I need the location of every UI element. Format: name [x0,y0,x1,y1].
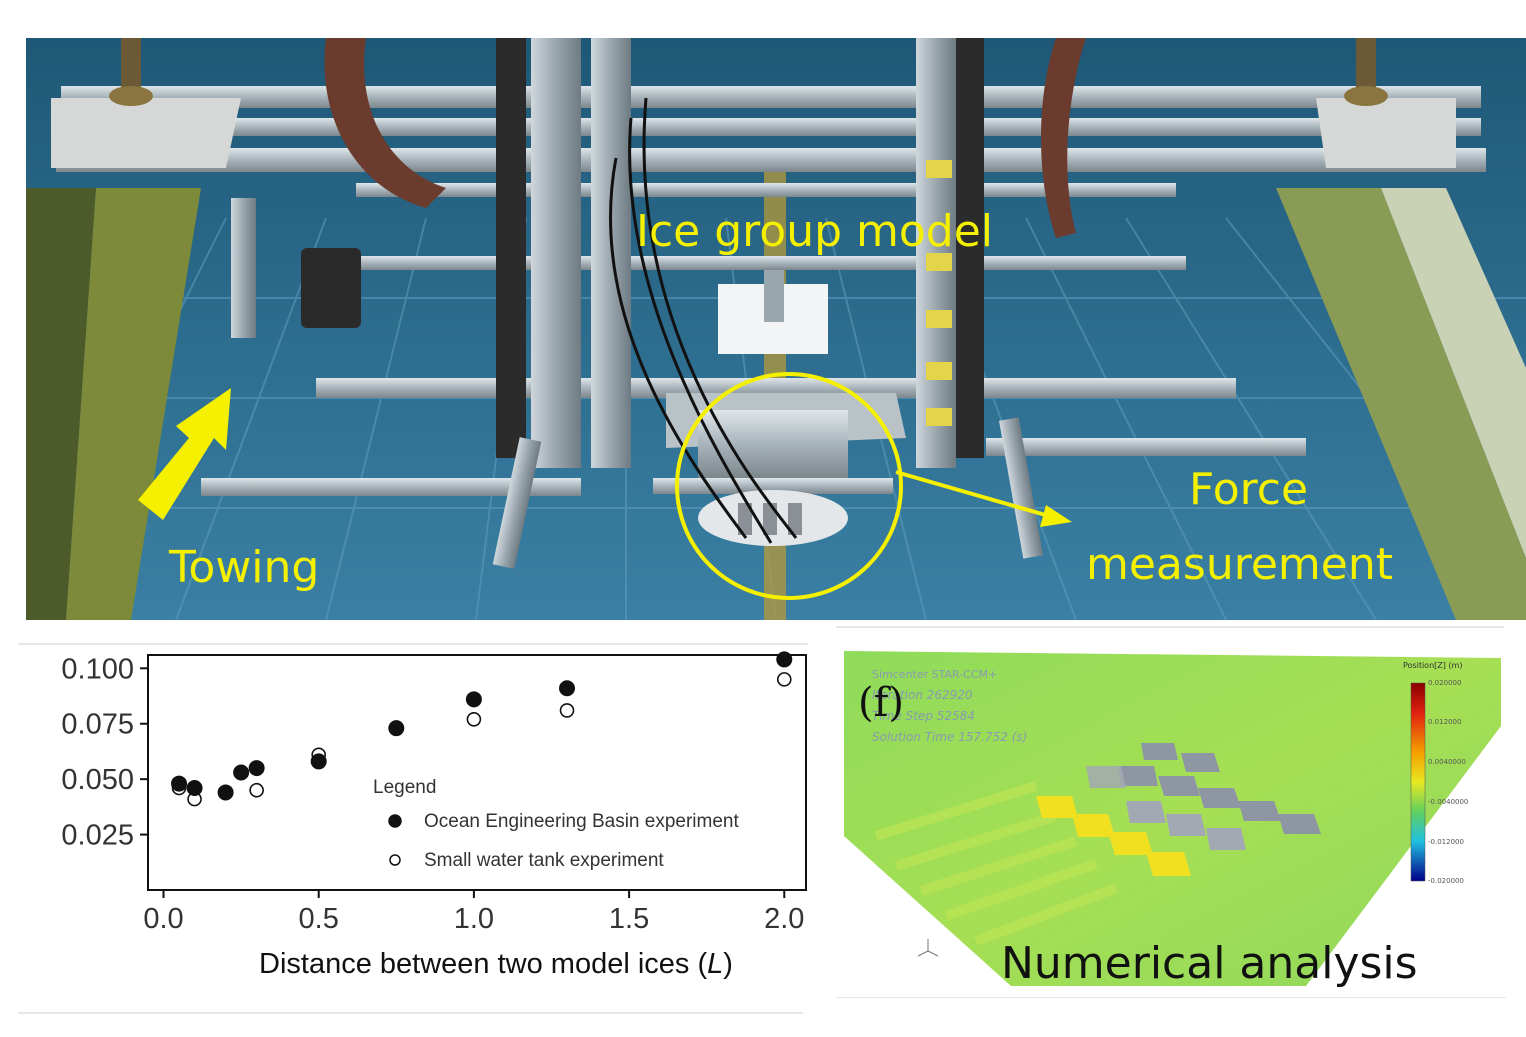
colorbar-tick: -0.0040000 [1428,798,1469,806]
top-frame-bar-1 [61,86,1481,108]
colorbar-tick: 0.0040000 [1428,758,1466,766]
ice-group-model-label: Ice group model [636,206,994,257]
support-leg-left [492,437,542,569]
x-tick-label: 1.5 [609,903,649,935]
colorbar-tick: -0.012000 [1428,838,1464,846]
colorbar-tick: 0.020000 [1428,679,1462,687]
data-points [171,651,793,807]
colorbar-title: Position[Z] (m) [1403,661,1463,670]
ice-floes-front [1036,796,1191,876]
x-axis: 0.0 0.5 1.0 1.5 2.0 [143,890,804,935]
right-rail [1276,188,1526,620]
small-tank-point [776,672,792,687]
right-black-column [956,38,984,458]
x-axis-label: Distance between two model ices (L) [259,948,733,980]
legend: Legend Ocean Engineering Basin experiment… [373,777,739,871]
y-tick-label: 0.075 [61,709,134,741]
x-tick-label: 0.5 [299,903,339,935]
experiment-scene [26,38,1526,620]
cross-bar-5 [986,438,1306,456]
sensor-plate [698,410,848,478]
ocean-basin-point [776,651,793,668]
legend-marker [388,814,402,828]
colorbar-tick: 0.012000 [1428,718,1462,726]
ocean-basin-point [559,680,576,697]
simulation-info: Simcenter STAR-CCM+ Iteration 262920 Tim… [872,664,1027,748]
cross-bar-2 [356,256,1186,270]
left-screw-nut [109,86,153,106]
force-measurement-label-line1: Force [1189,464,1309,515]
wake-stripes [874,781,1118,946]
left-screw [121,38,141,96]
y-tick-label: 0.025 [61,820,134,852]
ocean-basin-point [248,760,265,777]
y-axis: 0.025 0.050 0.075 0.100 [61,653,148,852]
ocean-basin-point [186,780,203,797]
sensor-connectors [738,503,802,535]
towing-arrow-icon [138,388,231,520]
left-rail-face [66,188,201,620]
plot-frame [147,654,807,891]
axis-triad-icon [917,939,939,957]
ocean-basin-point [388,720,405,737]
y-tick-label: 0.100 [61,653,134,685]
simulation-render [836,626,1506,998]
time-step-readout: Time Step 52584 [872,709,975,723]
x-tick-label: 2.0 [764,903,804,935]
colorbar-tick: -0.020000 [1428,877,1464,885]
ice-floes [1118,743,1321,834]
legend-title: Legend [373,777,436,798]
ocean-basin-point [217,784,234,801]
ocean-basin-point [171,775,188,792]
camera-mount [231,198,256,338]
left-plate [51,98,241,168]
left-handle [324,38,446,208]
panel-label: (f) [858,680,905,726]
scatter-chart: 0.025 0.050 0.075 0.100 0.0 0.5 1.0 1.5 2.0 Leg… [18,643,808,1014]
force-pointer-line [895,470,1057,520]
x-tick-label: 0.0 [143,903,183,935]
scatter-chart-panel: 0.025 0.050 0.075 0.100 0.0 0.5 1.0 1.5 2.0 Leg… [18,643,808,1015]
camera [301,248,361,328]
small-tank-point [466,711,482,727]
top-frame-bar-3 [56,148,1486,172]
ice-floes-middle [1086,766,1246,850]
tape-markers [926,160,952,426]
legend-entry: Ocean Engineering Basin experiment [424,811,739,832]
ice-model-clamp [764,270,784,322]
left-black-column [496,38,526,458]
legend-entry: Small water tank experiment [424,850,664,871]
experiment-photo: Ice group model Force measurement Towing [26,38,1526,620]
iteration-readout: Iteration 262920 [872,688,973,702]
legend-marker [389,854,401,866]
right-screw-nut [1344,86,1388,106]
top-frame-bar-2 [61,118,1481,136]
simulation-panel: Simcenter STAR-CCM+ Iteration 262920 Tim… [836,626,1506,998]
small-tank-point [559,703,575,718]
right-handle [1041,38,1086,238]
force-sensor-highlight [675,372,903,600]
towing-label: Towing [169,542,320,593]
right-plate [1316,98,1456,168]
solution-time-readout: Solution Time 157.752 (s) [872,730,1028,744]
x-tick-label: 1.0 [454,903,494,935]
numerical-analysis-caption: Numerical analysis [1001,938,1418,989]
software-name: Simcenter STAR-CCM+ [872,668,998,681]
small-tank-point [249,782,264,798]
left-column [531,38,581,468]
y-tick-label: 0.050 [61,764,134,796]
colorbar [1410,682,1426,882]
left-rail [26,188,96,620]
cables [609,97,798,544]
right-screw [1356,38,1376,96]
right-rail-face [1381,188,1526,558]
ocean-basin-point [233,764,250,781]
force-pointer-head [1040,505,1072,527]
cross-bar-4 [201,478,581,496]
ocean-basin-point [465,691,482,708]
support-leg-right [998,417,1044,559]
ocean-basin-point [310,753,327,770]
force-measurement-label-line2: measurement [1086,539,1393,590]
